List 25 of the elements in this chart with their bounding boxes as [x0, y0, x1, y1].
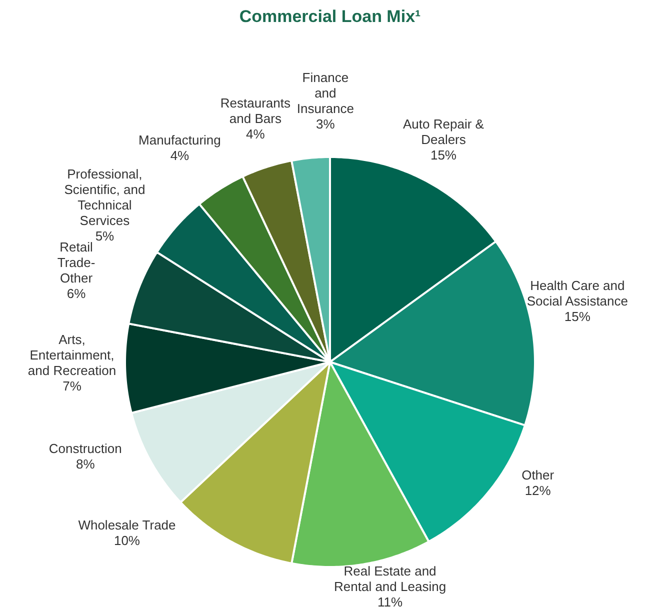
data-label: 12% — [524, 482, 552, 498]
data-label: 8% — [76, 456, 96, 472]
data-label: 15% — [430, 148, 457, 163]
chart-title: Commercial Loan Mix¹ — [239, 7, 422, 26]
data-label: 6% — [66, 286, 86, 301]
slice-label: Professional, Scientific, and Technical Services — [64, 166, 146, 228]
slice-label: Construction — [48, 441, 122, 456]
data-label: 4% — [246, 126, 266, 142]
data-label: 15% — [564, 308, 591, 324]
slice-label: Finance and Insurance — [296, 70, 354, 116]
slice-label: Wholesale Trade — [78, 518, 176, 533]
slice-label: Auto Repair & Dealers — [403, 116, 484, 148]
slice-label: Other — [522, 467, 555, 482]
slice-label: Retail Trade-Other — [57, 239, 96, 286]
data-label: 7% — [62, 378, 82, 394]
data-label: 11% — [378, 594, 404, 610]
slice-label: Manufacturing — [138, 132, 221, 148]
data-label: 10% — [114, 533, 140, 548]
slice-label: Health Care and Social Assistance — [526, 278, 628, 308]
slice-label: Arts, Entertainment, and Recreation — [28, 332, 116, 378]
data-label: 4% — [170, 148, 190, 164]
slice-label: Restaurants and Bars — [220, 96, 291, 126]
data-label: 3% — [316, 116, 336, 132]
slice-label: Real Estate and Rental and Leasing — [334, 564, 446, 594]
data-label: 5% — [95, 228, 115, 244]
